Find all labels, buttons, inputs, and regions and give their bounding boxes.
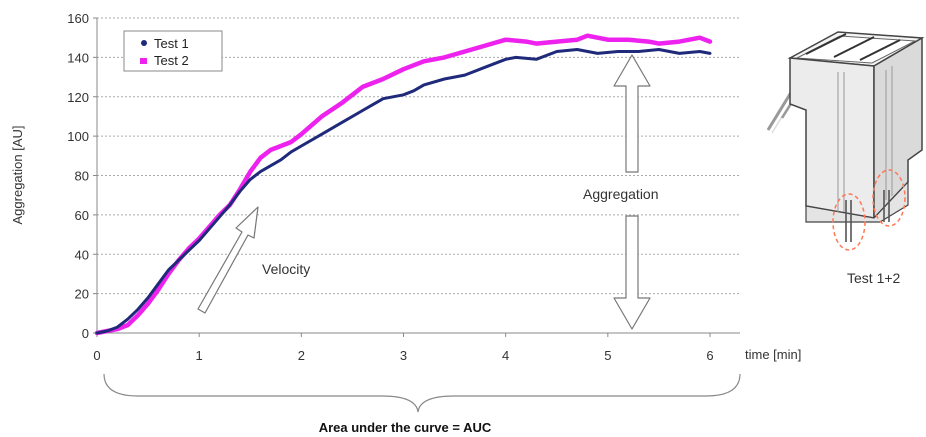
x-tick-label: 6 <box>706 348 713 363</box>
x-axis-title: time [min] <box>745 347 801 362</box>
y-tick-label: 60 <box>75 208 89 223</box>
aggregation-arrow-down <box>613 215 651 330</box>
gridlines <box>97 17 740 295</box>
aggregation-arrow-up <box>613 54 651 173</box>
y-tick-label: 80 <box>75 169 89 184</box>
aggregation-label: Aggregation <box>583 186 659 202</box>
series-line-test-1 <box>95 48 712 335</box>
legend-marker-test-2 <box>140 58 147 64</box>
legend-marker-test-1 <box>141 40 147 46</box>
electrode-highlight-1 <box>832 193 866 251</box>
cuvette-illustration <box>766 31 925 251</box>
y-tick-labels: 0 20 40 60 80 100 120 140 160 <box>67 11 97 341</box>
x-tick-label: 0 <box>93 348 100 363</box>
y-tick-label: 100 <box>67 129 89 144</box>
x-tick-label: 4 <box>502 348 509 363</box>
y-tick-label: 40 <box>75 247 89 262</box>
auc-label: Area under the curve = AUC <box>319 420 492 435</box>
y-tick-label: 120 <box>67 90 89 105</box>
legend-box <box>123 30 223 72</box>
velocity-arrow <box>197 206 259 314</box>
y-tick-label: 160 <box>67 11 89 26</box>
x-tick-label: 2 <box>298 348 305 363</box>
series-line-test-2 <box>94 33 713 336</box>
electrode-highlight-2 <box>872 169 906 227</box>
velocity-label: Velocity <box>262 261 310 277</box>
legend: Test 1 Test 2 <box>123 30 223 72</box>
device-caption: Test 1+2 <box>847 270 901 286</box>
series-lines <box>94 33 713 336</box>
x-tick-labels: 0 1 2 3 4 5 6 <box>93 333 714 363</box>
legend-label-test-2: Test 2 <box>154 53 189 68</box>
y-axis-title: Aggregation [AU] <box>10 125 25 224</box>
auc-brace <box>103 373 741 413</box>
y-tick-label: 20 <box>75 287 89 302</box>
x-tick-label: 1 <box>196 348 203 363</box>
legend-label-test-1: Test 1 <box>154 36 189 51</box>
y-tick-label: 0 <box>82 326 89 341</box>
y-tick-label: 140 <box>67 50 89 65</box>
x-tick-label: 3 <box>400 348 407 363</box>
x-tick-label: 5 <box>604 348 611 363</box>
